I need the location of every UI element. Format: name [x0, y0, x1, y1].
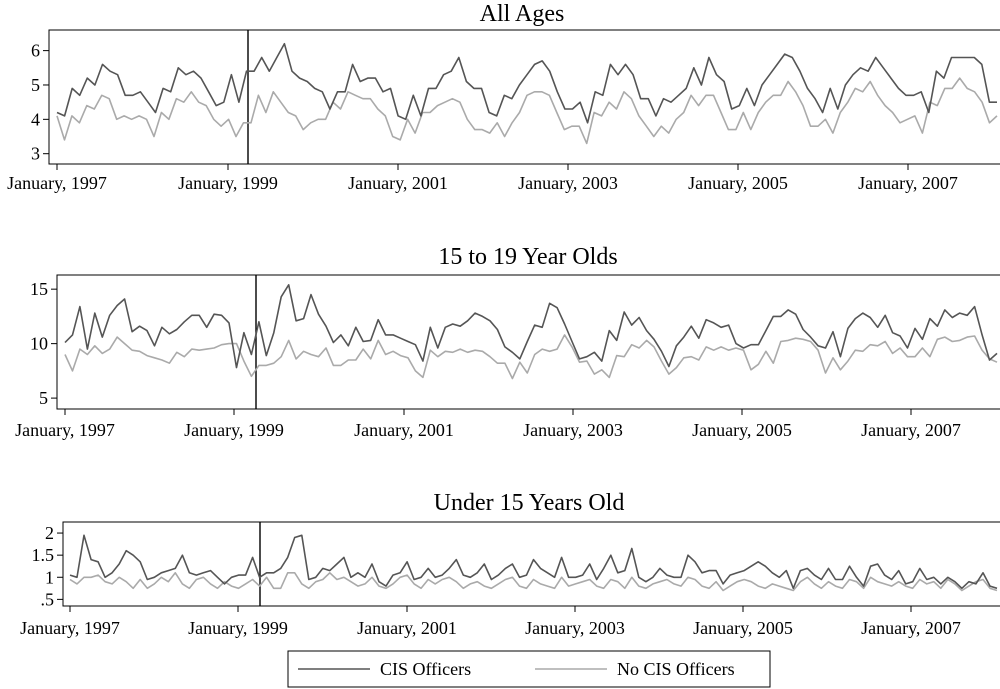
- x-tick-label: January, 2001: [357, 618, 457, 638]
- x-axis: January, 1997 January, 1999 January, 2001 J…: [15, 409, 961, 440]
- y-axis: 5 10 15: [30, 279, 57, 408]
- plot-frame: [62, 521, 1000, 607]
- y-tick-label: 15: [30, 279, 48, 299]
- series-line-no-cis-officers: [69, 571, 998, 592]
- x-tick-label: January, 2007: [861, 618, 961, 638]
- y-tick-label: 1.5: [32, 545, 55, 565]
- y-axis: 3 4 5 6: [31, 41, 49, 164]
- y-tick-label: 5: [39, 388, 48, 408]
- series-line-no-cis-officers: [64, 334, 998, 380]
- series-line-cis-officers: [56, 42, 997, 124]
- series-lines: [64, 275, 998, 409]
- panel-title: All Ages: [480, 1, 565, 27]
- legend-label-cis: CIS Officers: [380, 659, 471, 679]
- x-tick-label: January, 2005: [692, 420, 792, 440]
- y-tick-label: 1: [45, 567, 54, 587]
- series-line-cis-officers: [69, 534, 998, 590]
- x-tick-label: January, 2003: [518, 173, 618, 193]
- x-tick-label: January, 2003: [523, 420, 623, 440]
- x-tick-label: January, 1999: [188, 618, 288, 638]
- x-tick-label: January, 2003: [525, 618, 625, 638]
- x-axis: January, 1997 January, 1999 January, 2001 J…: [20, 606, 961, 638]
- x-tick-label: January, 1999: [184, 420, 284, 440]
- y-tick-label: 3: [31, 144, 40, 164]
- x-tick-label: January, 2001: [348, 173, 448, 193]
- y-tick-label: 4: [31, 109, 40, 129]
- legend: CIS Officers No CIS Officers: [287, 650, 771, 688]
- x-tick-label: January, 2001: [354, 420, 454, 440]
- y-tick-label: .5: [41, 589, 55, 609]
- x-tick-label: January, 1997: [15, 420, 115, 440]
- panel-all-ages: All Ages 3 4 5 6 January, 1997 January, 1999…: [7, 1, 1000, 193]
- y-tick-label: 10: [30, 334, 48, 354]
- x-tick-label: January, 2005: [693, 618, 793, 638]
- x-tick-label: January, 2007: [861, 420, 961, 440]
- series-line-no-cis-officers: [56, 77, 998, 145]
- x-tick-label: January, 2007: [858, 173, 958, 193]
- y-tick-label: 2: [45, 523, 54, 543]
- series-line-cis-officers: [64, 283, 998, 369]
- series-lines: [56, 30, 998, 164]
- y-tick-label: 6: [31, 41, 40, 61]
- panel-title: 15 to 19 Year Olds: [438, 244, 617, 270]
- x-tick-label: January, 1999: [178, 173, 278, 193]
- panel-title: Under 15 Years Old: [434, 490, 625, 516]
- plot-frame: [56, 274, 1000, 410]
- plot-frame: [48, 29, 1000, 165]
- legend-label-no-cis: No CIS Officers: [617, 659, 735, 679]
- x-axis: January, 1997 January, 1999 January, 2001 J…: [7, 164, 958, 193]
- x-tick-label: January, 2005: [688, 173, 788, 193]
- panel-under-15: Under 15 Years Old .511.52 January, 1997…: [20, 490, 1000, 638]
- legend-box: [287, 650, 771, 688]
- x-tick-label: January, 1997: [7, 173, 107, 193]
- series-lines: [69, 522, 998, 606]
- y-tick-label: 5: [31, 75, 40, 95]
- x-tick-label: January, 1997: [20, 618, 120, 638]
- y-axis: .511.52: [32, 523, 63, 609]
